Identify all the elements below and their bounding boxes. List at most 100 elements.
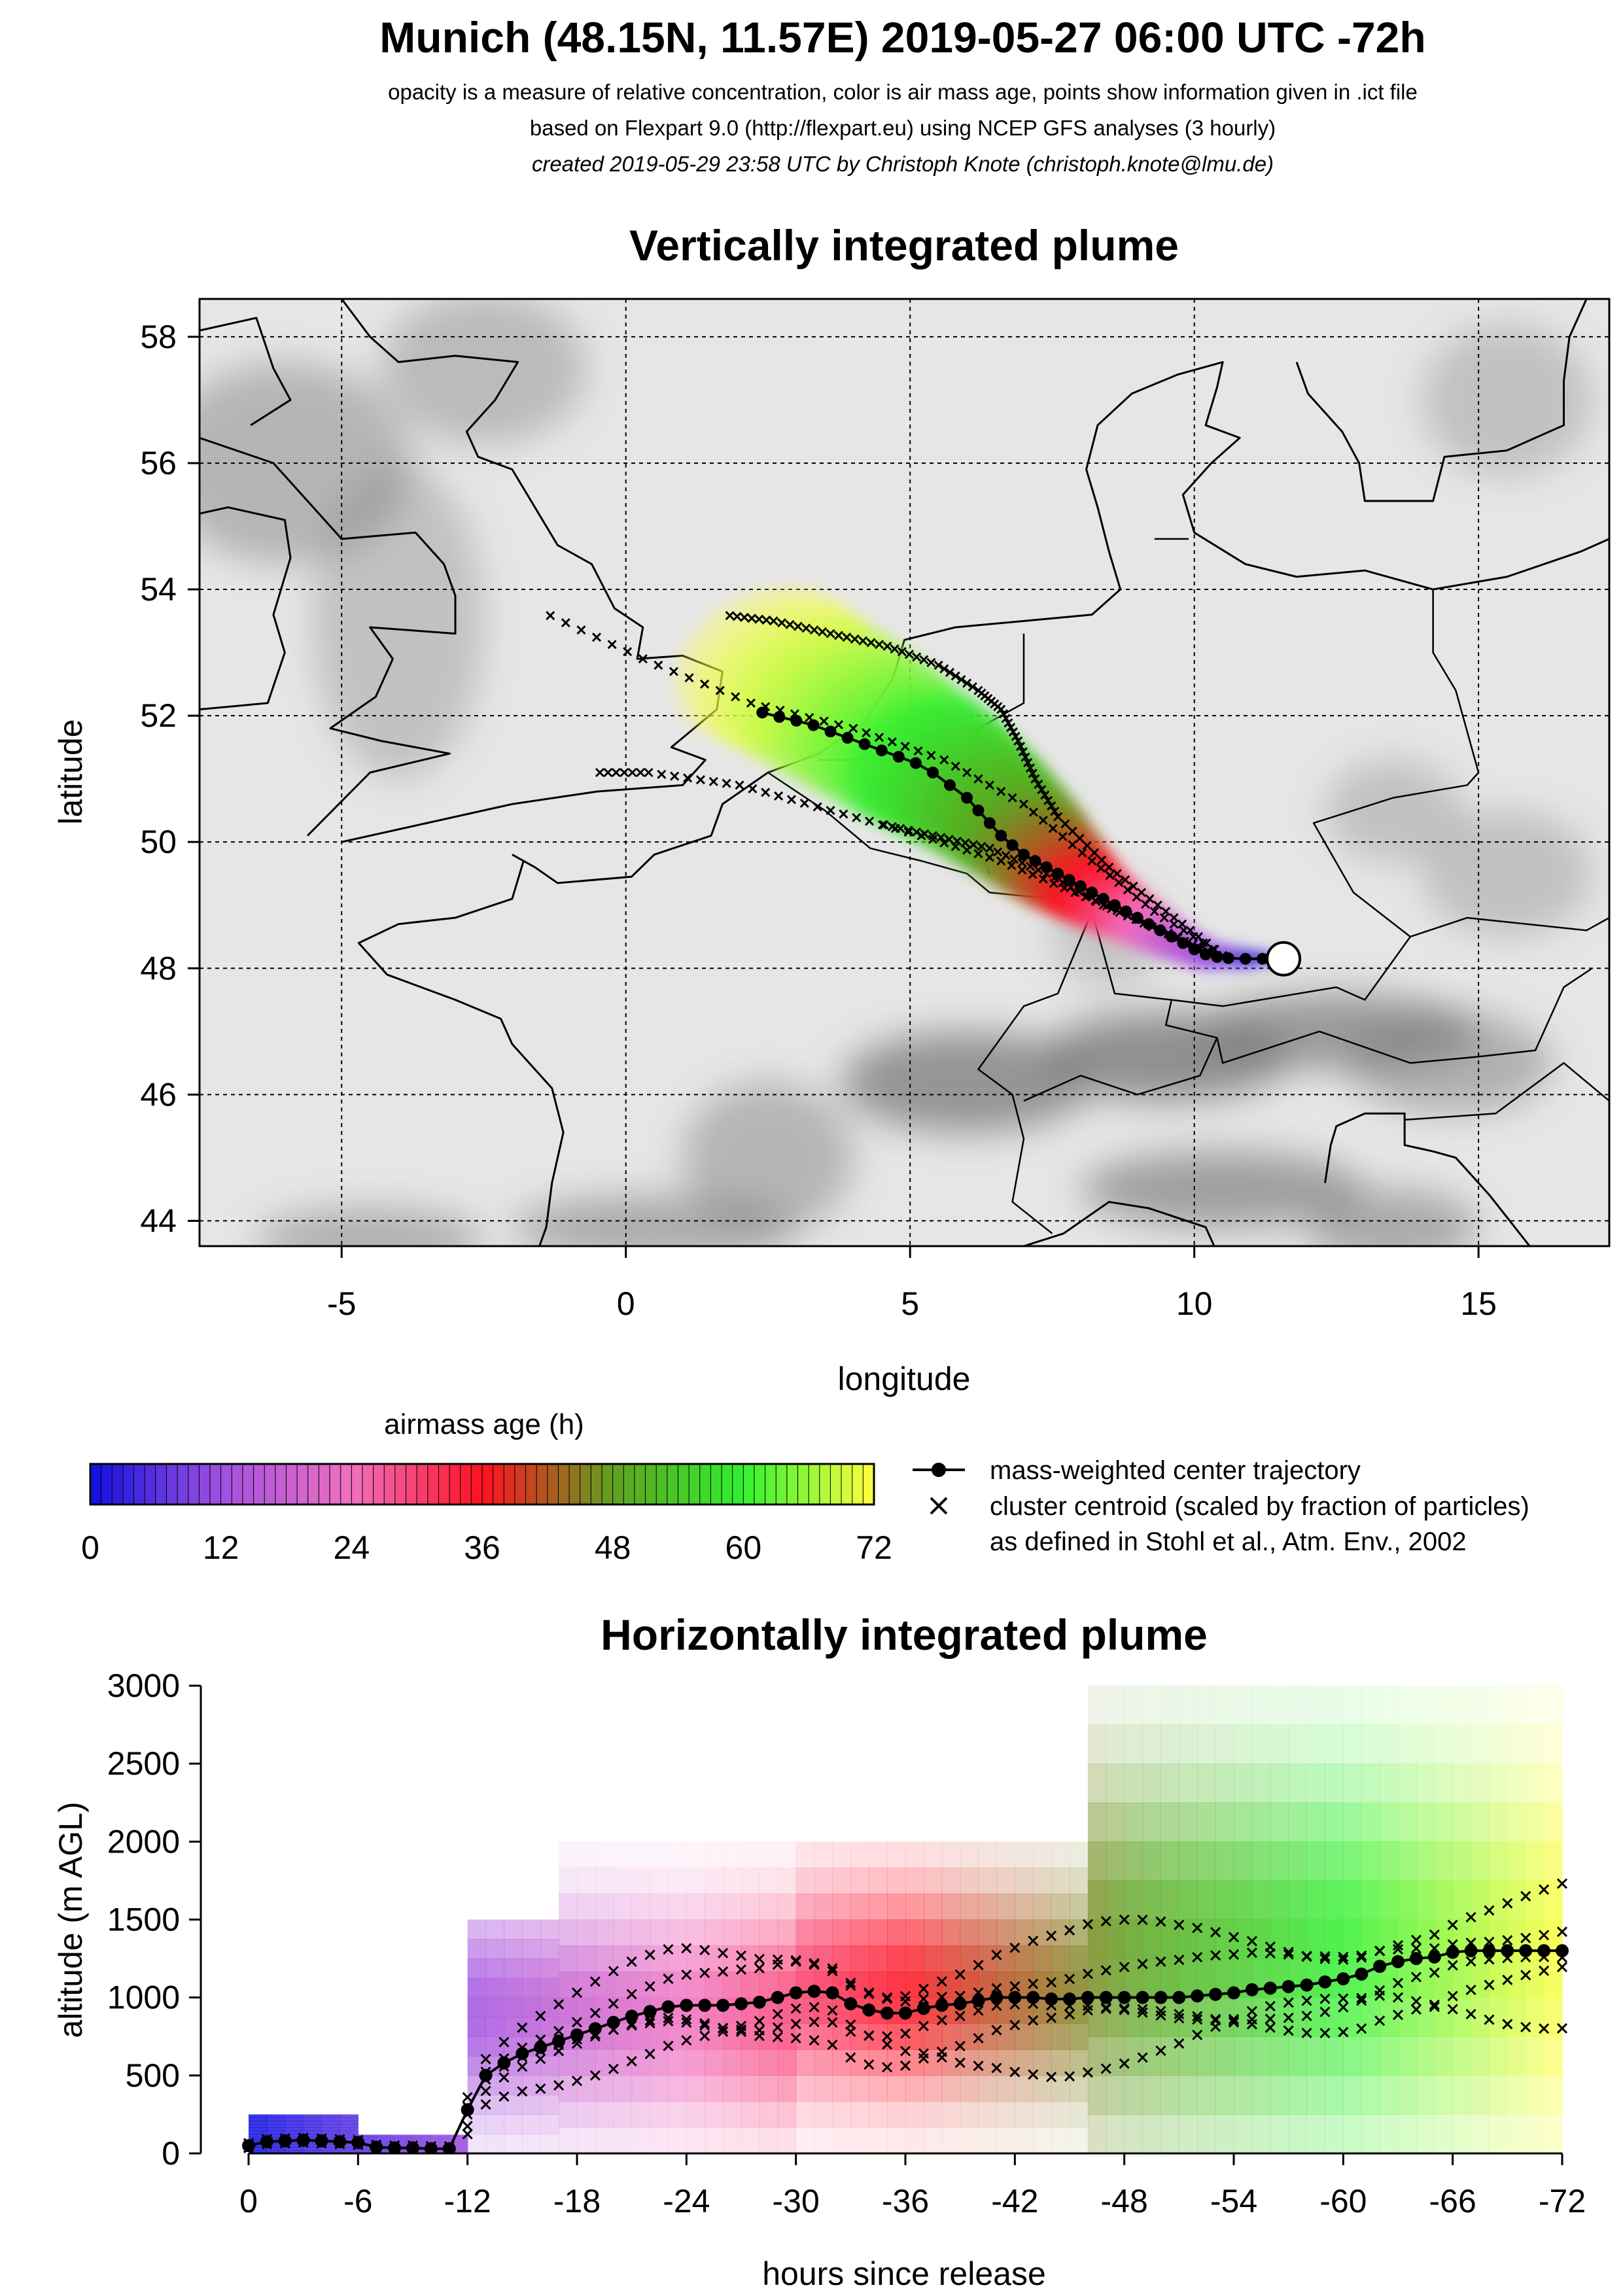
- altitude-center-point: [807, 1985, 821, 1998]
- altitude-cluster-centroid: [1155, 2045, 1166, 2057]
- altitude-y-tick-label: 1000: [107, 1979, 180, 2016]
- cluster-centroid: [747, 614, 757, 623]
- altitude-age-cell: [1015, 2075, 1034, 2102]
- release-point: [1266, 941, 1302, 977]
- altitude-age-cell: [1179, 1880, 1198, 1921]
- altitude-age-cell: [1051, 1945, 1070, 1972]
- altitude-cluster-centroid: [1228, 1949, 1240, 1960]
- altitude-cluster-centroid: [535, 2053, 546, 2064]
- altitude-cluster-centroid: [498, 2091, 510, 2102]
- cluster-centroid: [973, 849, 983, 859]
- altitude-age-cell: [413, 2140, 432, 2143]
- altitude-age-cell: [249, 2127, 268, 2131]
- altitude-age-cell: [249, 2121, 268, 2125]
- cluster-centroid: [839, 809, 848, 819]
- altitude-age-cell: [814, 2127, 833, 2153]
- altitude-age-cell: [285, 2144, 304, 2148]
- altitude-age-cell: [266, 2121, 286, 2125]
- altitude-cluster-centroid: [809, 2002, 820, 2013]
- altitude-cluster-centroid: [1119, 1961, 1130, 1973]
- cluster-centroid: [934, 660, 943, 670]
- altitude-age-cell: [358, 2148, 377, 2151]
- altitude-age-cell: [559, 2101, 578, 2128]
- cluster-centroid: [1161, 907, 1171, 916]
- colorbar-cell: [90, 1463, 102, 1505]
- terrain-blob: [682, 1082, 854, 1234]
- altitude-age-cell: [577, 1919, 596, 1946]
- release-marker: [1266, 941, 1302, 977]
- altitude-age-cell: [504, 2075, 523, 2096]
- colorbar-cell: [525, 1463, 538, 1505]
- altitude-age-cell: [449, 2150, 468, 2153]
- altitude-age-cell: [540, 2114, 559, 2134]
- altitude-age-cell: [559, 1945, 578, 1972]
- cluster-centroid: [973, 774, 983, 784]
- altitude-center-point: [515, 2047, 529, 2061]
- altitude-age-cell: [504, 1939, 523, 1959]
- altitude-cluster-centroid: [1520, 1932, 1531, 1943]
- cluster-centroid: [1132, 892, 1142, 902]
- colorbar-cell: [460, 1463, 472, 1505]
- cluster-centroid: [1096, 863, 1106, 873]
- altitude-age-cell: [686, 1919, 705, 1946]
- altitude-age-cell: [795, 1868, 815, 1894]
- altitude-age-cell: [869, 2023, 888, 2050]
- altitude-age-cell: [321, 2137, 341, 2141]
- cluster-centroid: [993, 847, 1003, 857]
- altitude-age-cell: [1361, 1880, 1380, 1921]
- center-trajectory-point: [1063, 874, 1075, 886]
- altitude-cluster-centroid: [1374, 1945, 1386, 1957]
- altitude-age-cell: [759, 1893, 778, 1921]
- altitude-center-point: [1373, 1960, 1387, 1973]
- altitude-age-cell: [559, 1868, 578, 1894]
- altitude-age-cell: [1161, 1841, 1179, 1881]
- altitude-cluster-centroid: [827, 2005, 838, 2016]
- altitude-cluster-centroid: [1356, 1950, 1367, 1961]
- altitude-age-cell: [1489, 2114, 1508, 2153]
- altitude-age-cell: [850, 2127, 869, 2153]
- altitude-age-cell: [1251, 1802, 1271, 1842]
- altitude-cluster-centroid: [936, 1976, 947, 1987]
- altitude-age-cell: [1051, 1893, 1070, 1921]
- altitude-cluster-centroid: [1465, 1956, 1476, 1967]
- terrain-blob: [1348, 1012, 1552, 1114]
- altitude-age-cell: [941, 1893, 961, 1921]
- altitude-cluster-centroid: [864, 2030, 875, 2041]
- altitude-age-cell: [1070, 2049, 1089, 2076]
- altitude-age-cell: [376, 2144, 395, 2146]
- altitude-cluster-centroid: [718, 1947, 729, 1958]
- cluster-centroid: [695, 774, 705, 785]
- altitude-age-cell: [1087, 1802, 1107, 1842]
- altitude-age-cell: [613, 2127, 633, 2153]
- altitude-age-cell: [449, 2136, 468, 2138]
- altitude-cluster-centroid: [1100, 2002, 1111, 2013]
- cluster-centroid: [1021, 752, 1030, 762]
- cluster-centroid: [848, 723, 858, 733]
- colorbar: [90, 1463, 875, 1505]
- altitude-age-cell: [321, 2131, 341, 2134]
- altitude-cluster-centroid: [1447, 2004, 1458, 2015]
- cluster-centroid: [912, 652, 922, 662]
- cluster-centroid: [1048, 824, 1058, 833]
- altitude-age-cell: [1343, 2036, 1362, 2076]
- cluster-centroid: [912, 827, 922, 837]
- altitude-age-cell: [504, 2095, 523, 2115]
- altitude-cluster-centroid: [1556, 1926, 1568, 1938]
- altitude-cluster-centroid: [462, 2121, 473, 2132]
- altitude-age-cell: [1033, 2127, 1052, 2153]
- altitude-age-cell: [1471, 2114, 1490, 2153]
- altitude-age-cell: [1325, 1802, 1344, 1842]
- cluster-centroid: [874, 640, 884, 650]
- cluster-centroid: [1077, 848, 1087, 858]
- altitude-age-cell: [376, 2150, 395, 2153]
- altitude-age-cell: [485, 2134, 505, 2153]
- altitude-age-cell: [887, 1919, 906, 1946]
- altitude-age-cell: [941, 2075, 961, 2102]
- altitude-age-cell: [1398, 2036, 1417, 2076]
- altitude-age-cell: [777, 2127, 797, 2153]
- altitude-cluster-centroid: [1100, 2063, 1111, 2074]
- altitude-x-tick-label: -36: [882, 2183, 929, 2219]
- center-trajectory-point: [1256, 952, 1268, 965]
- altitude-age-cell: [832, 1893, 851, 1921]
- colorbar-cell: [667, 1463, 679, 1505]
